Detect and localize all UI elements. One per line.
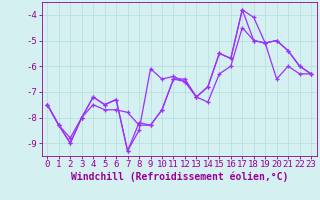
X-axis label: Windchill (Refroidissement éolien,°C): Windchill (Refroidissement éolien,°C): [70, 172, 288, 182]
